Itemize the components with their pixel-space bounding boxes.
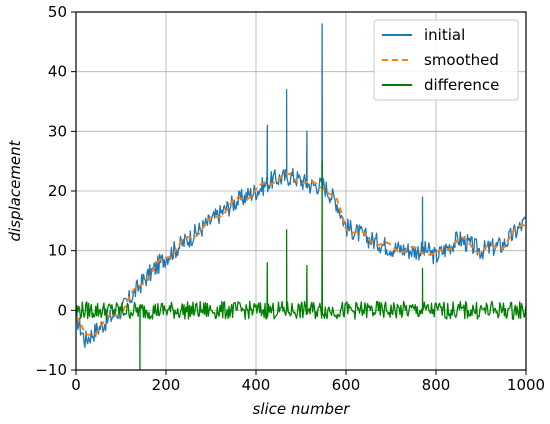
legend-label-initial: initial [424,26,465,44]
y-tick-label: 20 [48,182,67,200]
y-axis-label: displacement [6,139,24,241]
x-tick-label: 1000 [507,376,545,394]
x-tick-label: 400 [242,376,271,394]
x-axis-label: slice number [253,400,351,418]
series-line-difference [76,160,526,370]
x-tick-label: 600 [332,376,361,394]
legend-box [373,19,519,101]
y-tick-label: 40 [48,63,67,81]
series-line-smoothed [76,172,526,337]
legend-label-smoothed: smoothed [424,51,499,69]
legend-label-difference: difference [424,76,499,94]
y-tick-label: 10 [48,242,67,260]
y-tick-label: −10 [35,361,67,379]
y-tick-label: 0 [57,301,67,319]
legend: initial smoothed difference [373,19,519,101]
x-tick-label: 800 [422,376,451,394]
x-tick-label: 0 [71,376,81,394]
series-difference [76,160,526,370]
series-smoothed [76,172,526,337]
x-tick-label: 200 [152,376,181,394]
y-tick-label: 50 [48,3,67,21]
y-tick-label: 30 [48,122,67,140]
series-layer [76,23,526,370]
